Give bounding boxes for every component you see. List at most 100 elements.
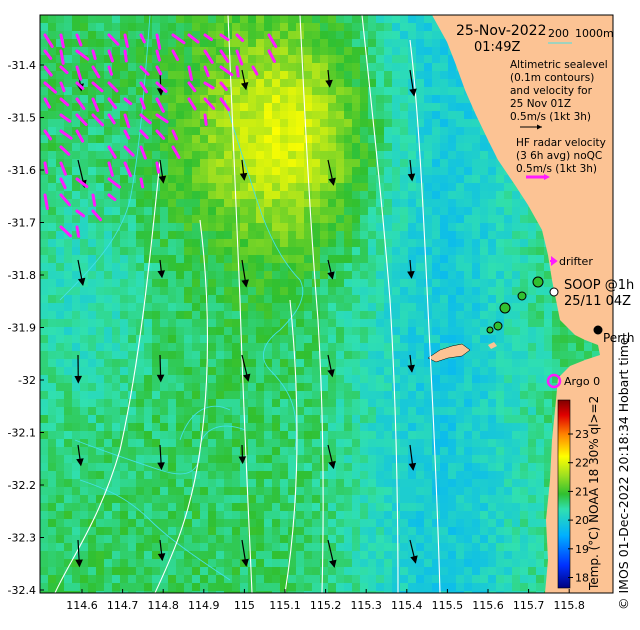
sst-cell: [528, 511, 536, 519]
sst-cell: [576, 343, 584, 351]
sst-cell: [408, 151, 416, 159]
sst-cell: [456, 359, 464, 367]
sst-cell: [472, 559, 480, 567]
sst-cell: [248, 143, 256, 151]
sst-cell: [352, 135, 360, 143]
sst-cell: [456, 551, 464, 559]
sst-cell: [400, 527, 408, 535]
sst-cell: [280, 455, 288, 463]
sst-cell: [384, 511, 392, 519]
sst-cell: [80, 231, 88, 239]
sst-cell: [384, 95, 392, 103]
sst-cell: [96, 279, 104, 287]
sst-cell: [48, 327, 56, 335]
sst-cell: [400, 175, 408, 183]
sst-cell: [408, 207, 416, 215]
sst-cell: [336, 287, 344, 295]
sst-cell: [384, 103, 392, 111]
sst-cell: [240, 343, 248, 351]
sst-cell: [160, 71, 168, 79]
sst-cell: [96, 167, 104, 175]
sst-cell: [160, 127, 168, 135]
sst-cell: [208, 31, 216, 39]
sst-cell: [488, 263, 496, 271]
sst-cell: [392, 503, 400, 511]
sst-cell: [56, 255, 64, 263]
sst-cell: [136, 199, 144, 207]
sst-cell: [536, 311, 544, 319]
sst-cell: [400, 287, 408, 295]
sst-cell: [424, 375, 432, 383]
sst-cell: [280, 463, 288, 471]
sst-cell: [416, 103, 424, 111]
sst-cell: [232, 127, 240, 135]
sst-cell: [280, 311, 288, 319]
sst-cell: [448, 167, 456, 175]
sst-cell: [64, 519, 72, 527]
sst-cell: [328, 479, 336, 487]
sst-cell: [376, 351, 384, 359]
sst-cell: [248, 399, 256, 407]
sst-cell: [376, 175, 384, 183]
sst-cell: [320, 87, 328, 95]
sst-cell: [248, 207, 256, 215]
sst-cell: [80, 503, 88, 511]
sst-cell: [456, 271, 464, 279]
sst-cell: [416, 319, 424, 327]
sst-cell: [248, 303, 256, 311]
sst-cell: [128, 375, 136, 383]
sst-cell: [288, 559, 296, 567]
sst-cell: [80, 391, 88, 399]
sst-cell: [112, 391, 120, 399]
sst-cell: [280, 23, 288, 31]
sst-cell: [224, 31, 232, 39]
sst-cell: [160, 511, 168, 519]
sst-cell: [136, 279, 144, 287]
sst-cell: [288, 255, 296, 263]
sst-cell: [184, 327, 192, 335]
sst-cell: [80, 79, 88, 87]
sst-cell: [272, 495, 280, 503]
sst-cell: [360, 175, 368, 183]
sst-cell: [152, 39, 160, 47]
sst-cell: [56, 423, 64, 431]
sst-cell: [384, 375, 392, 383]
sst-cell: [344, 327, 352, 335]
sst-cell: [96, 455, 104, 463]
sst-cell: [424, 271, 432, 279]
sst-cell: [40, 295, 48, 303]
sst-cell: [368, 135, 376, 143]
sst-cell: [248, 535, 256, 543]
sst-cell: [240, 95, 248, 103]
sst-cell: [112, 367, 120, 375]
sst-cell: [448, 495, 456, 503]
sst-cell: [48, 15, 56, 23]
sst-cell: [240, 567, 248, 575]
sst-cell: [200, 271, 208, 279]
sst-cell: [184, 287, 192, 295]
sst-cell: [152, 55, 160, 63]
sst-cell: [320, 351, 328, 359]
sst-cell: [520, 247, 528, 255]
sst-cell: [184, 47, 192, 55]
sst-cell: [408, 191, 416, 199]
sst-cell: [160, 375, 168, 383]
sst-cell: [304, 103, 312, 111]
sst-cell: [176, 207, 184, 215]
sst-cell: [512, 391, 520, 399]
sst-cell: [64, 535, 72, 543]
sst-cell: [320, 503, 328, 511]
sst-cell: [528, 311, 536, 319]
sst-cell: [400, 143, 408, 151]
sst-cell: [216, 415, 224, 423]
sst-cell: [232, 295, 240, 303]
sst-cell: [512, 191, 520, 199]
sst-cell: [72, 511, 80, 519]
sst-cell: [104, 303, 112, 311]
sst-cell: [152, 431, 160, 439]
sst-cell: [320, 487, 328, 495]
sst-cell: [112, 535, 120, 543]
sst-cell: [280, 407, 288, 415]
sst-cell: [296, 111, 304, 119]
sst-cell: [376, 239, 384, 247]
